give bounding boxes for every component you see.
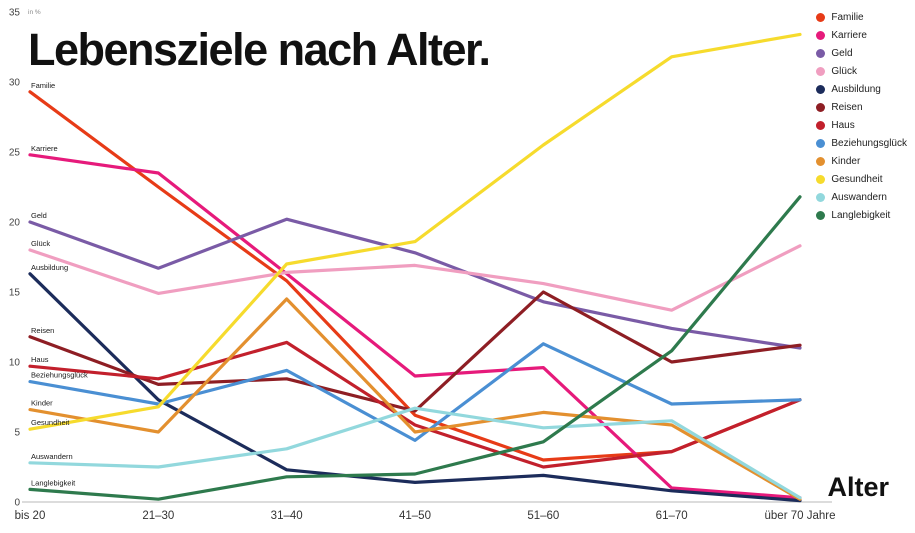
legend-dot-icon (816, 120, 826, 130)
legend-item-ausbildung: Ausbildung (816, 83, 907, 95)
series-start-label: Familie (31, 81, 55, 90)
legend-item-beziehungsglück: Beziehungsglück (816, 137, 907, 149)
legend-item-kinder: Kinder (816, 155, 907, 167)
legend-label: Langlebigkeit (831, 209, 891, 221)
legend-label: Karriere (831, 29, 867, 41)
x-tick-label: 21–30 (142, 510, 174, 522)
series-start-label: Reisen (31, 326, 54, 335)
legend-item-gesundheit: Gesundheit (816, 173, 907, 185)
legend-label: Haus (831, 119, 855, 131)
legend-label: Gesundheit (831, 173, 883, 185)
legend-dot-icon (816, 210, 826, 220)
legend-label: Glück (831, 65, 857, 77)
x-tick-label: 31–40 (271, 510, 303, 522)
series-start-label: Ausbildung (31, 263, 68, 272)
x-axis-title: Alter (827, 472, 889, 502)
x-tick-label: 41–50 (399, 510, 431, 522)
legend-dot-icon (816, 12, 826, 22)
series-start-label: Karriere (31, 144, 58, 153)
series-start-label: Langlebigkeit (31, 478, 76, 487)
legend-dot-icon (816, 174, 826, 184)
series-start-label: Haus (31, 355, 49, 364)
y-tick-label: 25 (9, 148, 21, 159)
x-tick-label: 61–70 (656, 510, 688, 522)
legend-label: Familie (831, 11, 864, 23)
y-tick-label: 20 (9, 218, 21, 229)
legend-dot-icon (816, 156, 826, 166)
legend-item-auswandern: Auswandern (816, 191, 907, 203)
series-line-auswandern (28, 406, 802, 500)
legend-item-geld: Geld (816, 47, 907, 59)
series-line-gesundheit (28, 32, 802, 431)
legend-item-glück: Glück (816, 65, 907, 77)
y-tick-label: 10 (9, 358, 21, 369)
legend-label: Ausbildung (831, 83, 881, 95)
legend-dot-icon (816, 192, 826, 202)
legend-label: Auswandern (831, 191, 887, 203)
legend-label: Geld (831, 47, 853, 59)
series-line-geld (28, 217, 802, 350)
series-line-haus (28, 340, 802, 469)
y-axis-unit: in % (28, 9, 41, 16)
y-tick-label: 5 (14, 428, 20, 439)
series-line-reisen (28, 290, 802, 413)
series-start-label: Kinder (31, 399, 53, 408)
x-tick-label: bis 20 (15, 510, 46, 522)
series-line-ausbildung (28, 272, 802, 503)
series-line-beziehungsglück (28, 342, 802, 442)
series-line-kinder (28, 297, 802, 501)
series-line-glück (28, 244, 802, 312)
legend-dot-icon (816, 30, 826, 40)
y-tick-label: 15 (9, 288, 21, 299)
legend-dot-icon (816, 84, 826, 94)
y-tick-label: 30 (9, 78, 21, 89)
legend-item-langlebigkeit: Langlebigkeit (816, 209, 907, 221)
x-tick-label: über 70 Jahre (765, 510, 836, 522)
series-start-label: Gesundheit (31, 418, 70, 427)
legend-label: Beziehungsglück (831, 137, 907, 149)
legend-dot-icon (816, 66, 826, 76)
legend-dot-icon (816, 102, 826, 112)
legend-item-karriere: Karriere (816, 29, 907, 41)
y-tick-label: 0 (14, 498, 20, 509)
series-line-langlebigkeit (28, 195, 802, 501)
series-start-label: Glück (31, 239, 50, 248)
legend-item-reisen: Reisen (816, 101, 907, 113)
legend-dot-icon (816, 48, 826, 58)
legend: Familie Karriere Geld Glück Ausbildung Reisen… (816, 12, 907, 228)
legend-label: Kinder (831, 155, 861, 167)
series-start-label: Auswandern (31, 452, 73, 461)
page-title: Lebensziele nach Alter. (28, 24, 491, 75)
y-tick-label: 35 (9, 8, 21, 19)
series-start-label: Beziehungsglück (31, 371, 88, 380)
series-line-karriere (28, 153, 802, 500)
series-start-label: Geld (31, 211, 47, 220)
legend-item-familie: Familie (816, 11, 907, 23)
legend-item-haus: Haus (816, 119, 907, 131)
legend-dot-icon (816, 138, 826, 148)
x-tick-label: 51–60 (527, 510, 559, 522)
legend-label: Reisen (831, 101, 863, 113)
